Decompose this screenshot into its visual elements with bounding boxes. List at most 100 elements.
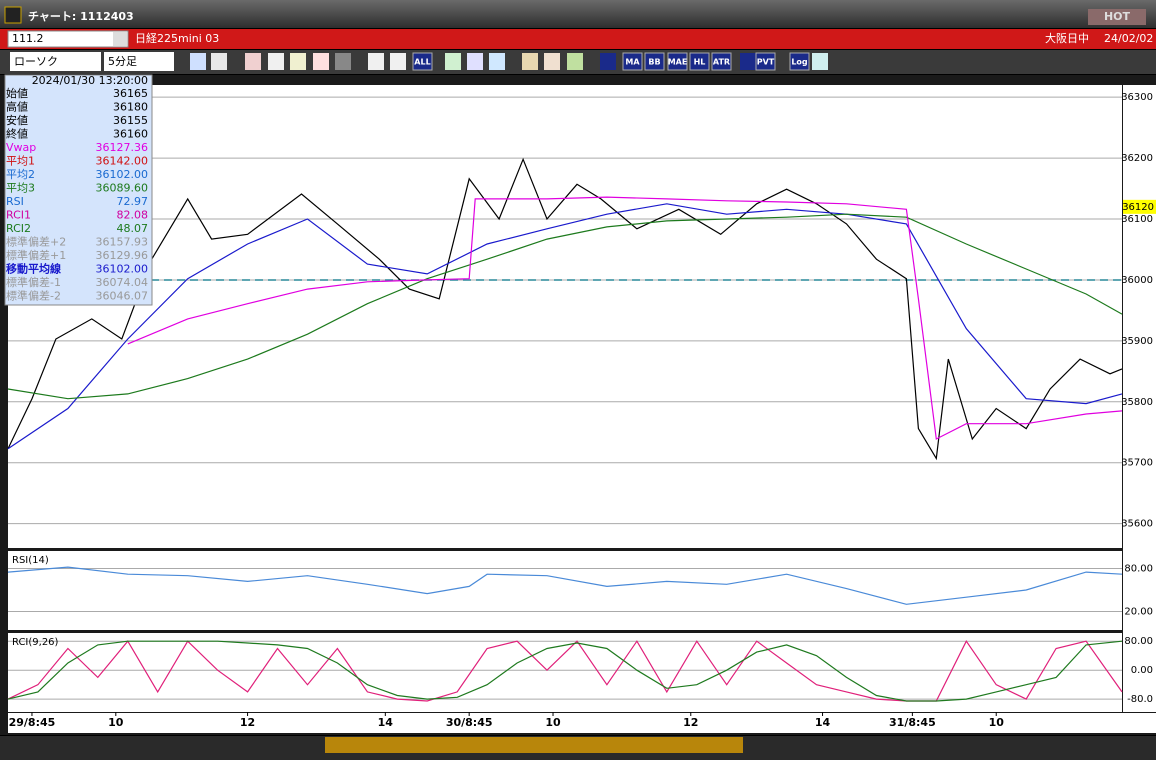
series-line bbox=[7, 203, 1123, 450]
tool-icon[interactable] bbox=[190, 53, 206, 70]
y-tick-label: 36000 bbox=[1121, 275, 1153, 286]
tool-button[interactable]: MA bbox=[622, 52, 643, 71]
tool-icon[interactable] bbox=[600, 53, 616, 70]
tool-button-label: HL bbox=[694, 58, 706, 67]
info-label: RCI2 bbox=[6, 222, 31, 235]
tool-icon[interactable] bbox=[489, 53, 505, 70]
scroll-thumb[interactable] bbox=[325, 737, 743, 753]
last-price-box bbox=[1123, 199, 1156, 214]
tool-button[interactable]: BB bbox=[644, 52, 665, 71]
info-label: Vwap bbox=[6, 141, 36, 154]
tool-button-bg bbox=[667, 52, 688, 71]
tool-icon[interactable] bbox=[290, 53, 306, 70]
series-line bbox=[7, 213, 1123, 400]
info-label: 終値 bbox=[6, 127, 28, 141]
tool-icon[interactable] bbox=[268, 53, 284, 70]
tool-button-bg bbox=[755, 52, 776, 71]
toolbar-icons bbox=[190, 53, 828, 70]
tool-button[interactable]: MAE bbox=[667, 52, 688, 71]
interval[interactable]: 5分足 bbox=[108, 55, 137, 68]
tool-icon[interactable] bbox=[544, 53, 560, 70]
y-tick-label: -80.0 bbox=[1127, 694, 1153, 705]
info-label: 平均3 bbox=[6, 182, 35, 195]
series-line bbox=[7, 157, 1123, 461]
tool-button-bg bbox=[622, 52, 643, 71]
hot-button[interactable] bbox=[1088, 9, 1146, 25]
tool-button-label: BB bbox=[648, 58, 660, 67]
info-label: 平均2 bbox=[6, 168, 35, 181]
info-value: 36129.96 bbox=[96, 249, 149, 262]
tool-icon[interactable] bbox=[567, 53, 583, 70]
tool-button-label: Log bbox=[791, 58, 808, 67]
price-panel bbox=[8, 85, 1122, 548]
tool-icon[interactable] bbox=[740, 53, 756, 70]
tool-button-label: PVT bbox=[757, 58, 775, 67]
x-tick-label: 14 bbox=[378, 716, 394, 729]
series-line bbox=[7, 640, 1123, 702]
chart-type-select[interactable] bbox=[10, 52, 101, 71]
hot-label[interactable]: HOT bbox=[1104, 10, 1131, 23]
x-tick-label: 14 bbox=[815, 716, 831, 729]
info-value: 36102.00 bbox=[96, 263, 149, 276]
tool-icon[interactable] bbox=[368, 53, 384, 70]
y-tick-label: 36100 bbox=[1121, 214, 1153, 225]
info-value: 36102.00 bbox=[96, 168, 149, 181]
tool-button-bg bbox=[689, 52, 710, 71]
dropdown-button[interactable] bbox=[113, 32, 127, 46]
y-tick-label: 80.00 bbox=[1124, 563, 1153, 574]
tool-button[interactable]: Log bbox=[789, 52, 810, 71]
tool-icon[interactable] bbox=[211, 53, 227, 70]
info-value: 82.08 bbox=[117, 209, 149, 222]
info-value: 36074.04 bbox=[96, 276, 149, 289]
y-tick-label: 36200 bbox=[1121, 153, 1153, 164]
y-tick-label: 36300 bbox=[1121, 92, 1153, 103]
info-label: 平均1 bbox=[6, 155, 35, 168]
y-tick-label: 0.00 bbox=[1131, 665, 1153, 676]
tool-button[interactable]: ALL bbox=[412, 52, 433, 71]
x-axis-area bbox=[8, 713, 1156, 733]
info-value: 36180 bbox=[113, 101, 148, 114]
y-tick-label: 35700 bbox=[1121, 458, 1153, 469]
info-value: 36160 bbox=[113, 128, 148, 141]
info-value: 36155 bbox=[113, 114, 148, 127]
x-tick-label: 30/8:45 bbox=[446, 716, 493, 729]
y-tick-label: 35900 bbox=[1121, 336, 1153, 347]
info-value: 36089.60 bbox=[96, 182, 149, 195]
tool-button[interactable]: PVT bbox=[755, 52, 776, 71]
tool-button-bg bbox=[412, 52, 433, 71]
series-line bbox=[127, 196, 1123, 440]
tool-icon[interactable] bbox=[390, 53, 406, 70]
info-label: 始値 bbox=[6, 86, 28, 100]
tool-icon[interactable] bbox=[245, 53, 261, 70]
tool-icon[interactable] bbox=[335, 53, 351, 70]
rsi-panel bbox=[8, 551, 1122, 630]
tool-button-label: MAE bbox=[668, 58, 688, 67]
tool-button-bg bbox=[644, 52, 665, 71]
tool-icon[interactable] bbox=[313, 53, 329, 70]
panel-title: RSI(14) bbox=[12, 555, 49, 566]
tool-icon[interactable] bbox=[812, 53, 828, 70]
tool-icon[interactable] bbox=[467, 53, 483, 70]
info-value: 36165 bbox=[113, 87, 148, 100]
info-label: RSI bbox=[6, 195, 24, 208]
info-label: 高値 bbox=[6, 100, 28, 114]
symbol-input[interactable] bbox=[7, 30, 129, 48]
app-icon bbox=[4, 6, 22, 24]
info-label: 標準偏差+1 bbox=[6, 248, 66, 262]
info-value: 36142.00 bbox=[96, 155, 149, 168]
tool-button-label: ALL bbox=[414, 58, 430, 67]
tool-icon[interactable] bbox=[445, 53, 461, 70]
x-tick-label: 29/8:45 bbox=[9, 716, 56, 729]
info-label: 移動平均線 bbox=[6, 262, 61, 276]
interval-select[interactable] bbox=[104, 52, 174, 71]
tool-button[interactable]: HL bbox=[689, 52, 710, 71]
info-panel bbox=[4, 74, 153, 306]
chart-type[interactable]: ローソク bbox=[14, 55, 58, 68]
symbol-code[interactable]: 111.2 bbox=[12, 32, 44, 45]
tool-icon[interactable] bbox=[522, 53, 538, 70]
tool-button[interactable]: ATR bbox=[711, 52, 732, 71]
x-tick-label: 10 bbox=[545, 716, 561, 729]
last-price-label: 36120 bbox=[1122, 202, 1154, 213]
tool-button-bg bbox=[711, 52, 732, 71]
y-tick-label: 80.00 bbox=[1124, 636, 1153, 647]
